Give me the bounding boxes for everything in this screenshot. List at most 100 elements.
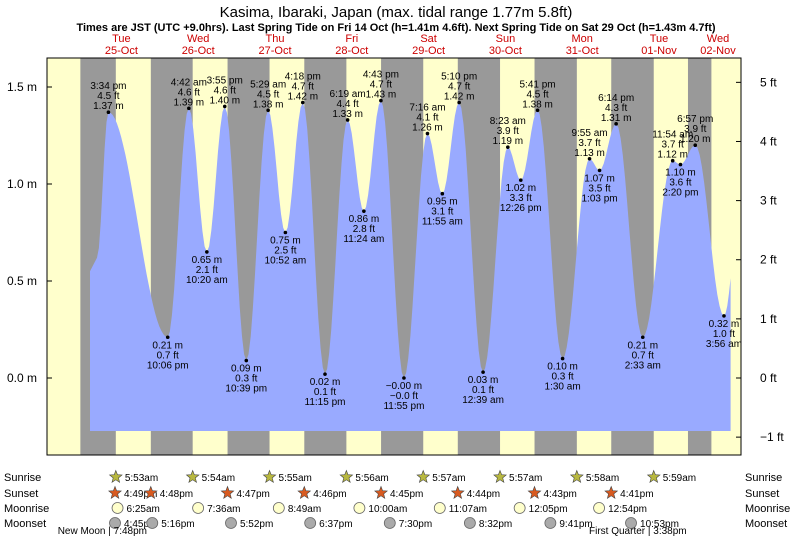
tide-label-ft: 4.7 ft: [370, 80, 392, 91]
tide-label-ft: 2.1 ft: [196, 265, 218, 276]
day-header-dow: Wed: [707, 33, 729, 45]
tide-point: [425, 131, 430, 136]
day-header-date: 01-Nov: [641, 45, 677, 57]
moonset-time: 6:37pm: [319, 519, 352, 530]
moonrise-time: 7:36am: [207, 504, 240, 515]
tide-label-time: 5:29 am: [250, 79, 286, 90]
sunrise-time: 5:57am: [509, 473, 542, 484]
tide-point: [283, 230, 288, 235]
tide-point: [597, 168, 602, 173]
tide-label-time: 6:57 pm: [677, 114, 713, 125]
sunrise-icon: [493, 469, 507, 483]
tide-label-m: 0.95 m: [427, 197, 458, 208]
sunrise-time: 5:55am: [279, 473, 312, 484]
moonset-row-label-right: Moonset: [745, 518, 787, 530]
tide-label-ft: 2.8 ft: [353, 224, 375, 235]
tide-label-time: 2:33 am: [625, 360, 661, 371]
sunrise-row-label: Sunrise: [4, 472, 41, 484]
tide-point: [222, 104, 227, 109]
tide-label-m: 1.38 m: [253, 99, 284, 110]
moonrise-time: 11:07am: [449, 504, 487, 515]
tide-label-time: 5:41 pm: [520, 79, 556, 90]
tide-label-m: 1.13 m: [574, 148, 605, 159]
moonset-time: 7:30pm: [399, 519, 432, 530]
moonrise-time: 6:25am: [127, 504, 160, 515]
tide-point: [323, 372, 327, 376]
astronomy-table: Sunrise Sunrise Sunset Sunset Moonrise Moonri…: [4, 469, 790, 537]
sunset-icon: [108, 485, 122, 499]
day-header-dow: Mon: [571, 33, 592, 45]
tide-label-time: 10:06 pm: [147, 360, 189, 371]
tide-label-m: 0.32 m: [709, 319, 740, 330]
tide-label-ft: 0.7 ft: [632, 350, 654, 361]
sunrise-icon: [416, 469, 431, 483]
tide-label-ft: 3.3 ft: [510, 193, 532, 204]
right-axis-tick-label: −1 ft: [760, 430, 784, 444]
tide-label-time: 6:19 am: [330, 89, 366, 100]
tide-point: [670, 158, 675, 163]
sunrise-row-label-right: Sunrise: [745, 472, 782, 484]
tide-point: [362, 209, 366, 213]
tide-point: [560, 356, 565, 361]
sunset-icon: [527, 485, 542, 499]
tide-point: [266, 108, 270, 113]
sunset-time: 4:43pm: [544, 489, 577, 500]
moonrise-time: 12:05pm: [529, 504, 568, 515]
tide-label-m: 1.10 m: [665, 168, 696, 179]
left-axis-tick-label: 0.0 m: [7, 371, 37, 385]
day-header-dow: Tue: [650, 33, 669, 45]
tide-label-ft: 4.5 ft: [97, 91, 119, 102]
chart-subtitle: Times are JST (UTC +9.0hrs). Last Spring…: [76, 22, 715, 34]
moonset-icon: [109, 517, 121, 529]
tide-label-m: 1.07 m: [584, 173, 615, 184]
moonrise-icon: [353, 502, 366, 514]
moonset-icon: [625, 517, 637, 529]
tide-label-m: 1.39 m: [174, 97, 205, 108]
day-header-date: 28-Oct: [335, 45, 368, 57]
tide-point: [693, 143, 698, 147]
tide-label-m: −0.00 m: [386, 381, 422, 392]
tide-point: [402, 376, 406, 380]
right-axis-tick-label: 2 ft: [760, 253, 777, 267]
tide-label-time: 4:18 pm: [285, 72, 321, 83]
tide-label-ft: 3.9 ft: [497, 126, 519, 137]
chart-title: Kasima, Ibaraki, Japan (max. tidal range…: [220, 4, 573, 21]
tide-label-time: 1:03 pm: [581, 193, 617, 204]
tide-label-ft: 3.7 ft: [578, 138, 600, 149]
moonrise-icon: [272, 502, 285, 514]
tide-label-ft: 4.6 ft: [178, 87, 200, 98]
tide-label-time: 12:26 pm: [500, 203, 542, 214]
tide-label-ft: 4.7 ft: [448, 82, 470, 93]
day-header-date: 27-Oct: [258, 45, 291, 57]
tide-label-ft: −0.0 ft: [390, 391, 418, 402]
moonset-icon: [383, 517, 396, 529]
day-header-dow: Sat: [420, 33, 437, 45]
day-header-date: 25-Oct: [105, 45, 138, 57]
day-header-dow: Wed: [187, 33, 209, 45]
tide-label-ft: 2.5 ft: [274, 246, 296, 257]
moonset-icon: [304, 517, 317, 529]
tide-label-ft: 0.3 ft: [551, 372, 573, 383]
right-axis-tick-label: 4 ft: [760, 134, 777, 148]
moonset-icon: [225, 517, 237, 529]
tide-label-m: 0.03 m: [468, 375, 499, 386]
day-header-date: 30-Oct: [489, 45, 522, 57]
right-axis-tick-label: 1 ft: [760, 312, 777, 326]
tide-label-m: 1.38 m: [522, 99, 553, 110]
tide-label-time: 6:14 pm: [598, 93, 634, 104]
tide-point: [614, 122, 618, 126]
left-axis-tick-label: 0.5 m: [7, 274, 37, 288]
tide-label-time: 4:43 pm: [363, 70, 399, 81]
moonset-time: 5:52pm: [240, 519, 273, 530]
tide-label-ft: 0.1 ft: [472, 385, 494, 396]
tide-label-time: 12:39 am: [462, 395, 504, 406]
sunrise-icon: [108, 469, 123, 483]
tide-point: [535, 108, 540, 113]
right-axis-feet: −1 ft 0 ft 1 ft 2 ft 3 ft 4 ft 5 ft: [736, 75, 784, 444]
sunset-icon: [220, 485, 235, 499]
tide-label-m: 1.37 m: [93, 101, 124, 112]
tide-label-time: 9:55 am: [571, 128, 607, 139]
tide-label-m: 0.65 m: [192, 255, 223, 266]
sunrise-icon: [646, 469, 661, 483]
